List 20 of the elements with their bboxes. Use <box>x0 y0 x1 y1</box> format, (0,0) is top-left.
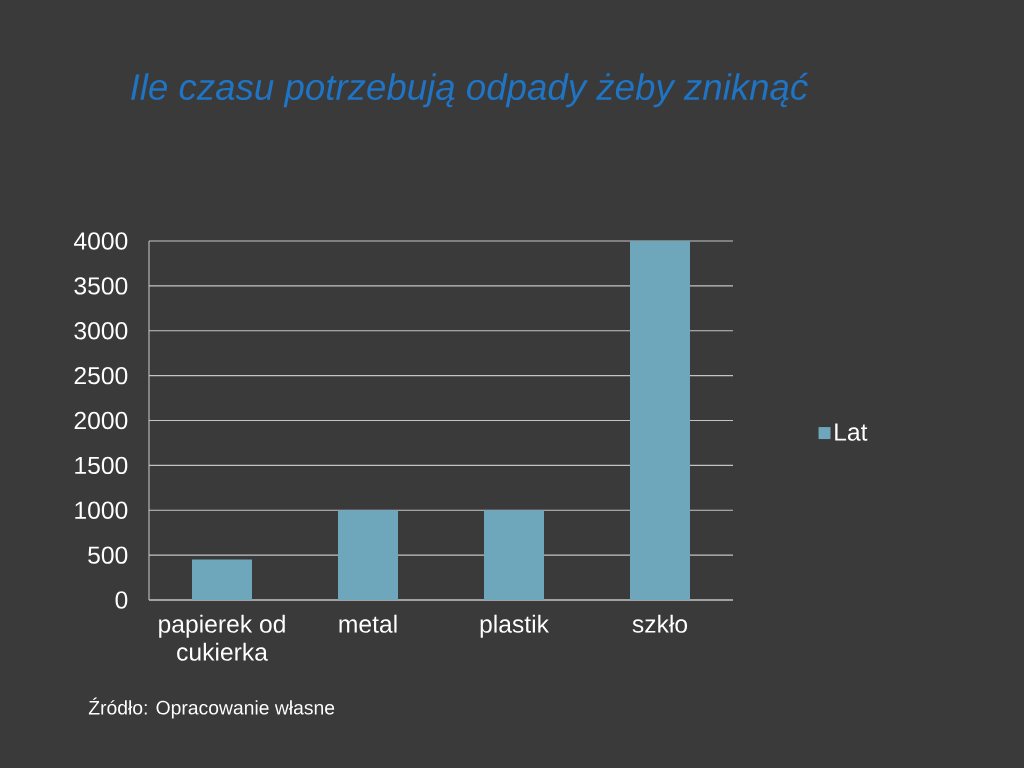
y-tick-label: 3500 <box>74 277 128 295</box>
bar <box>630 241 690 600</box>
bar <box>338 510 398 600</box>
y-tick-label: 1000 <box>75 501 128 519</box>
y-tick-label: 3000 <box>74 322 128 340</box>
text: Źródło: Opracowanie własne <box>88 697 335 719</box>
x-tick-label: papierek od cukierka <box>159 614 285 661</box>
legend-label: Lat <box>835 423 868 441</box>
x-tick-label: metal <box>339 614 397 633</box>
chart-title: Ile czasu potrzebują odpady żeby zniknąć <box>131 72 808 108</box>
bar <box>192 559 252 600</box>
y-tick-label: 500 <box>88 546 128 564</box>
x-tick-label: plastik <box>480 614 549 638</box>
x-tick-label: szkło <box>632 614 688 633</box>
y-tick-label: 0 <box>115 591 128 609</box>
y-tick-label: 1500 <box>75 456 128 475</box>
y-tick-label: 2000 <box>74 411 128 430</box>
y-tick-label: 2500 <box>74 366 128 385</box>
y-tick-label: 4000 <box>73 232 128 250</box>
bar <box>484 510 544 600</box>
